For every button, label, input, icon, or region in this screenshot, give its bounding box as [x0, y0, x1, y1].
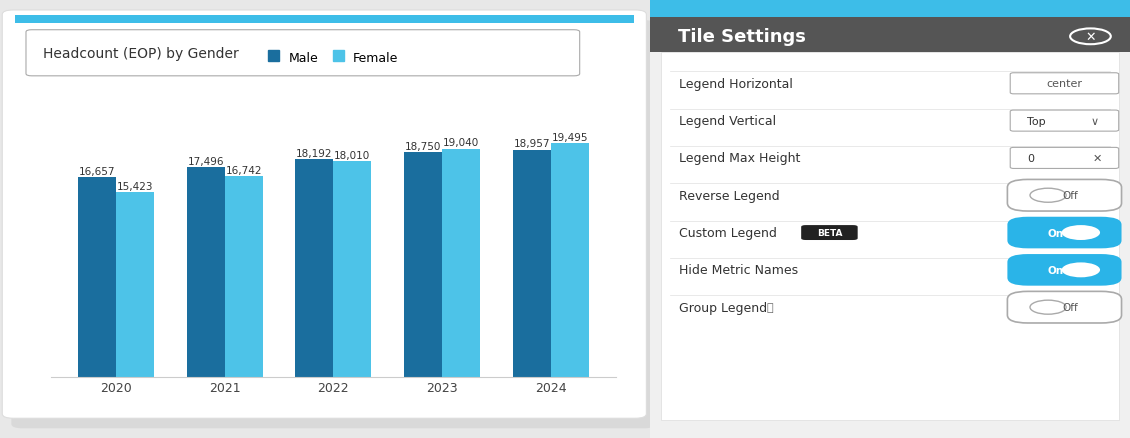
Text: 19,495: 19,495 [551, 133, 588, 143]
Text: center: center [1046, 79, 1083, 89]
Text: 18,192: 18,192 [296, 148, 332, 158]
Text: 15,423: 15,423 [116, 181, 154, 191]
Text: Off: Off [1062, 303, 1078, 312]
FancyBboxPatch shape [801, 226, 858, 240]
Text: 16,657: 16,657 [79, 166, 115, 177]
Text: 18,957: 18,957 [513, 139, 550, 149]
Bar [78, 178, 116, 377]
Text: 17,496: 17,496 [188, 156, 224, 166]
Bar [405, 153, 442, 377]
Bar [225, 177, 262, 377]
FancyBboxPatch shape [1010, 148, 1119, 169]
Text: Headcount (EOP) by Gender: Headcount (EOP) by Gender [43, 47, 238, 61]
Bar [295, 159, 333, 377]
Circle shape [1031, 189, 1067, 203]
Bar [513, 150, 550, 377]
Bar [186, 168, 225, 377]
FancyBboxPatch shape [1008, 217, 1121, 249]
Legend: Male, Female: Male, Female [263, 46, 403, 70]
Text: 0: 0 [1027, 154, 1034, 163]
Bar [650, 0, 1130, 438]
Text: On: On [1048, 228, 1063, 238]
Circle shape [1031, 300, 1067, 314]
Circle shape [1062, 226, 1101, 240]
Text: Hide Metric Names: Hide Metric Names [679, 264, 798, 277]
FancyBboxPatch shape [1010, 74, 1119, 95]
Text: Top: Top [1027, 117, 1045, 126]
Text: Legend Max Height: Legend Max Height [679, 152, 800, 165]
FancyBboxPatch shape [1010, 111, 1119, 132]
Text: Custom Legend: Custom Legend [679, 226, 777, 240]
Text: 18,750: 18,750 [405, 141, 441, 152]
Text: Reverse Legend: Reverse Legend [679, 189, 780, 202]
Bar [442, 149, 480, 377]
Text: ✕: ✕ [1093, 154, 1102, 163]
Text: Legend Horizontal: Legend Horizontal [679, 78, 793, 91]
Text: ∨: ∨ [1090, 117, 1098, 126]
Text: 18,010: 18,010 [334, 150, 371, 160]
FancyBboxPatch shape [11, 21, 655, 428]
Text: Legend Vertical: Legend Vertical [679, 115, 776, 128]
Text: ⓘ: ⓘ [766, 303, 773, 312]
Bar [15, 16, 634, 24]
Text: 16,742: 16,742 [226, 166, 262, 176]
Circle shape [1062, 263, 1101, 278]
Bar [550, 144, 589, 377]
FancyBboxPatch shape [1008, 254, 1121, 286]
FancyBboxPatch shape [1008, 292, 1121, 323]
Bar [650, 0, 1130, 53]
Text: 19,040: 19,040 [443, 138, 479, 148]
Text: Off: Off [1062, 191, 1078, 201]
FancyBboxPatch shape [26, 31, 580, 77]
Text: Group Legend: Group Legend [679, 301, 767, 314]
Bar [650, 0, 1130, 18]
Text: BETA: BETA [817, 229, 842, 237]
Bar [661, 53, 1119, 420]
Text: On: On [1048, 265, 1063, 275]
FancyBboxPatch shape [1008, 180, 1121, 212]
Bar [116, 192, 154, 377]
Text: Tile Settings: Tile Settings [678, 28, 806, 46]
Bar [333, 162, 372, 377]
FancyBboxPatch shape [2, 11, 646, 418]
Text: ✕: ✕ [1085, 31, 1096, 44]
